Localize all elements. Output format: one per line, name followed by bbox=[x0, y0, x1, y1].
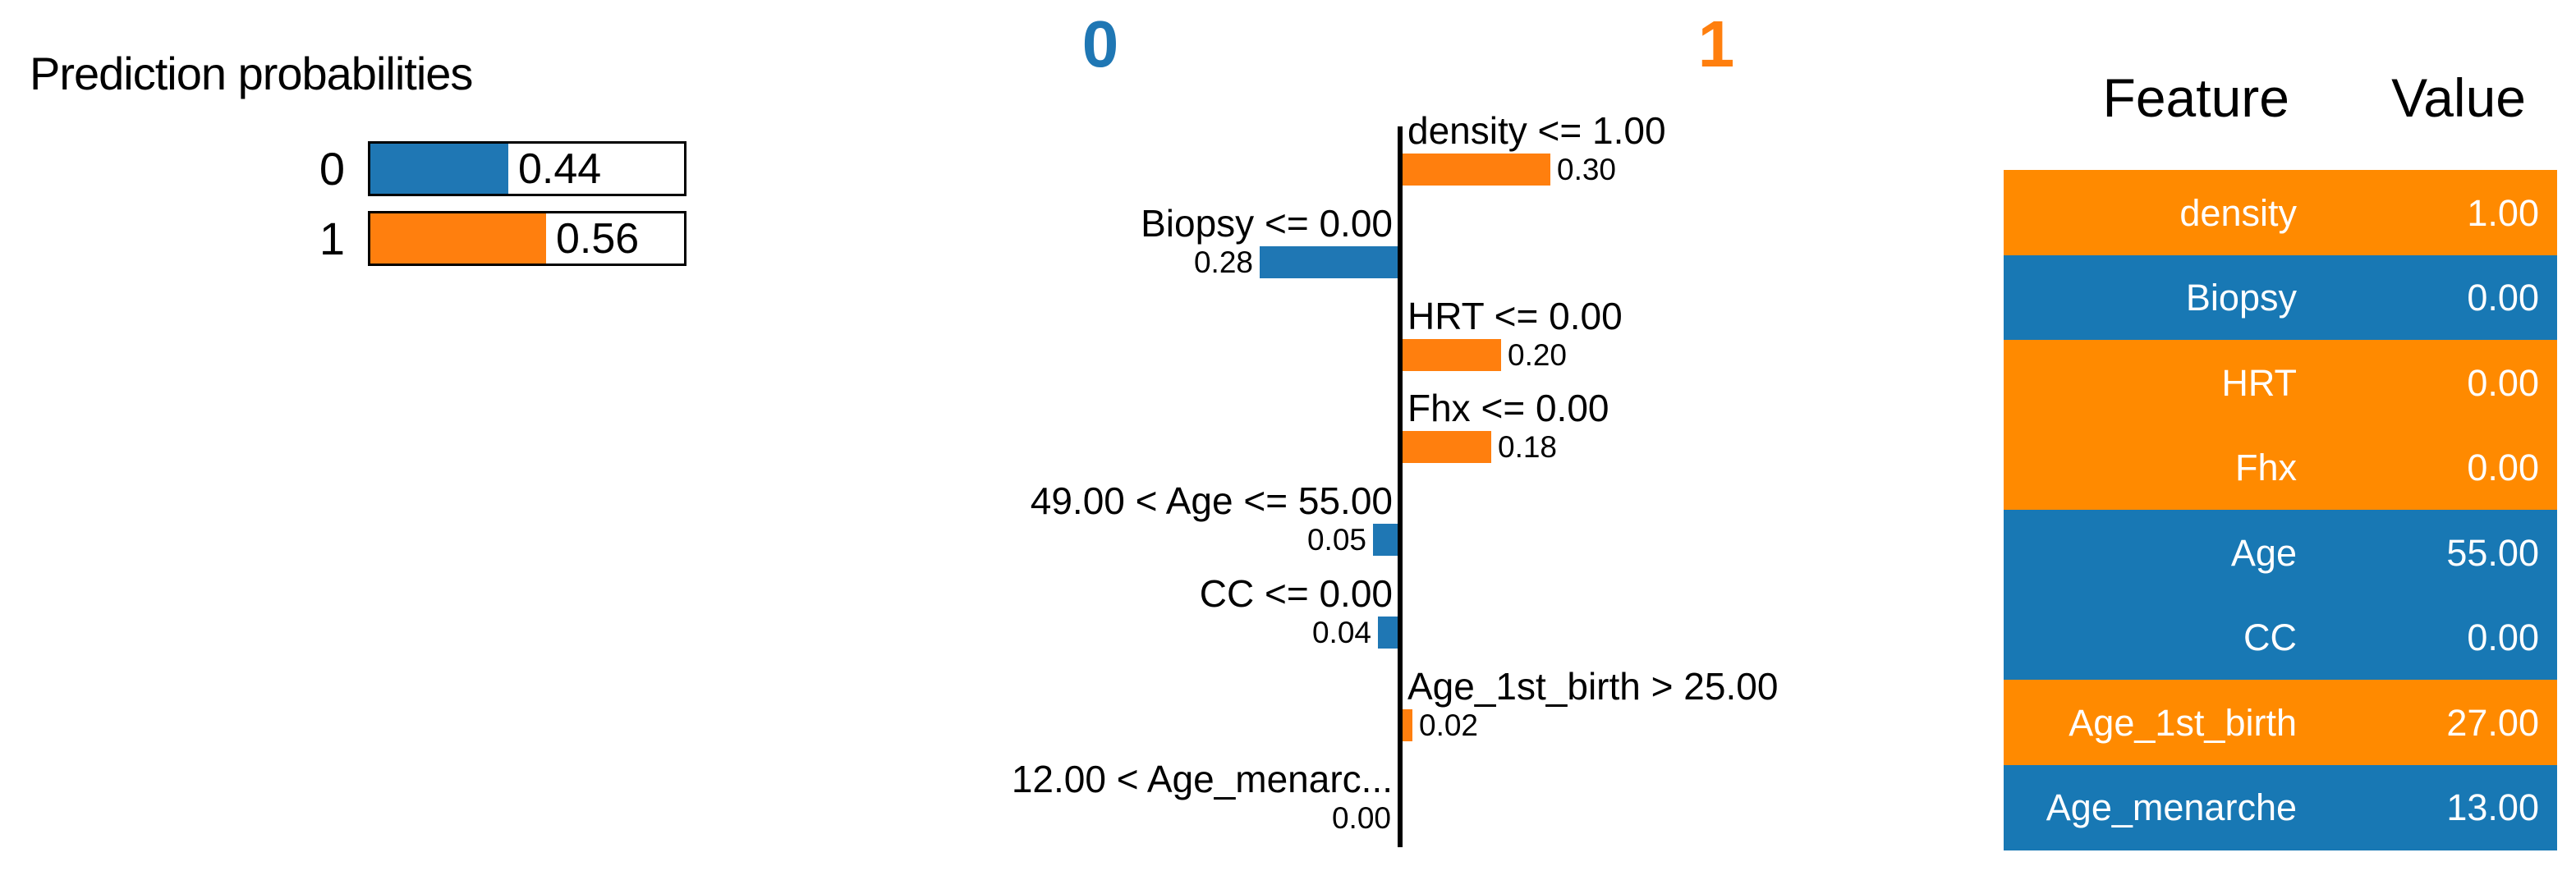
table-row: Biopsy 0.00 bbox=[2004, 254, 2557, 341]
contribution-value: 0.05 bbox=[1306, 523, 1366, 557]
contribution-label: Fhx <= 0.00 bbox=[1407, 387, 1609, 429]
prediction-class-label: 1 bbox=[319, 212, 345, 264]
table-row: Age_1st_birth 27.00 bbox=[2004, 680, 2557, 765]
table-row: Age_menarche 13.00 bbox=[2004, 764, 2557, 850]
contribution-label: CC <= 0.00 bbox=[1199, 572, 1393, 615]
class-0-label: 0 bbox=[1081, 7, 1119, 80]
feature-value-table: density 1.00 Biopsy 0.00 HRT 0.00 Fhx 0.00 Age 55… bbox=[2004, 170, 2557, 850]
probability-value: 0.44 bbox=[518, 144, 602, 193]
feature-cell: Biopsy bbox=[2185, 277, 2297, 319]
value-cell: 55.00 bbox=[2446, 531, 2539, 574]
feature-cell: Age_menarche bbox=[2046, 786, 2297, 828]
prediction-class-label: 0 bbox=[319, 142, 345, 195]
table-row: HRT 0.00 bbox=[2004, 340, 2557, 425]
probability-bar-fill bbox=[370, 213, 546, 264]
contribution-value: 0.30 bbox=[1557, 153, 1617, 186]
contribution-bar bbox=[1403, 431, 1491, 463]
contribution-bar bbox=[1403, 709, 1412, 741]
value-cell: 0.00 bbox=[2467, 361, 2539, 404]
feature-column-header: Feature bbox=[2102, 67, 2289, 128]
zero-axis-line bbox=[1398, 126, 1403, 847]
contribution-bar bbox=[1403, 154, 1550, 186]
probability-bar-track: 0.44 bbox=[368, 141, 686, 196]
feature-cell: density bbox=[2179, 191, 2297, 234]
contribution-value: 0.28 bbox=[1193, 245, 1253, 279]
value-column-header: Value bbox=[2391, 67, 2526, 128]
contribution-label: HRT <= 0.00 bbox=[1407, 295, 1623, 337]
contribution-bar bbox=[1403, 339, 1501, 371]
value-cell: 0.00 bbox=[2467, 277, 2539, 319]
feature-cell: Age bbox=[2230, 531, 2297, 574]
contribution-label: 49.00 < Age <= 55.00 bbox=[1030, 479, 1393, 522]
contribution-label: density <= 1.00 bbox=[1407, 109, 1666, 152]
feature-cell: Age_1st_birth bbox=[2069, 701, 2297, 744]
table-row: density 1.00 bbox=[2004, 170, 2557, 255]
feature-cell: Fhx bbox=[2234, 447, 2297, 488]
table-row: CC 0.00 bbox=[2004, 594, 2557, 681]
probability-bar-fill bbox=[370, 144, 508, 194]
contribution-label: Biopsy <= 0.00 bbox=[1141, 202, 1393, 245]
contribution-value: 0.02 bbox=[1419, 708, 1479, 742]
feature-cell: CC bbox=[2243, 617, 2297, 658]
contribution-value: 0.04 bbox=[1311, 616, 1371, 649]
prediction-probabilities-title: Prediction probabilities bbox=[30, 48, 473, 99]
value-cell: 13.00 bbox=[2446, 786, 2539, 828]
table-row: Fhx 0.00 bbox=[2004, 424, 2557, 511]
contribution-bar bbox=[1378, 617, 1398, 649]
class-1-label: 1 bbox=[1697, 7, 1735, 80]
table-row: Age 55.00 bbox=[2004, 510, 2557, 595]
contribution-bar bbox=[1260, 246, 1398, 278]
contribution-label: Age_1st_birth > 25.00 bbox=[1407, 665, 1779, 708]
contribution-label: 12.00 < Age_menarc... bbox=[1011, 758, 1393, 800]
value-cell: 0.00 bbox=[2467, 447, 2539, 488]
contribution-value: 0.00 bbox=[1331, 801, 1391, 835]
value-cell: 0.00 bbox=[2467, 617, 2539, 658]
value-cell: 27.00 bbox=[2446, 701, 2539, 744]
feature-cell: HRT bbox=[2221, 361, 2297, 404]
probability-bar-track: 0.56 bbox=[368, 211, 686, 266]
contribution-bar bbox=[1373, 524, 1398, 556]
contribution-value: 0.18 bbox=[1498, 430, 1558, 464]
value-cell: 1.00 bbox=[2467, 191, 2539, 234]
probability-value: 0.56 bbox=[556, 214, 640, 263]
contribution-value: 0.20 bbox=[1508, 338, 1568, 372]
